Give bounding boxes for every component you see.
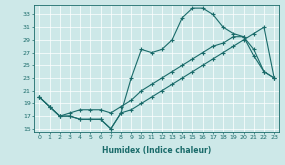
X-axis label: Humidex (Indice chaleur): Humidex (Indice chaleur) xyxy=(102,146,211,155)
